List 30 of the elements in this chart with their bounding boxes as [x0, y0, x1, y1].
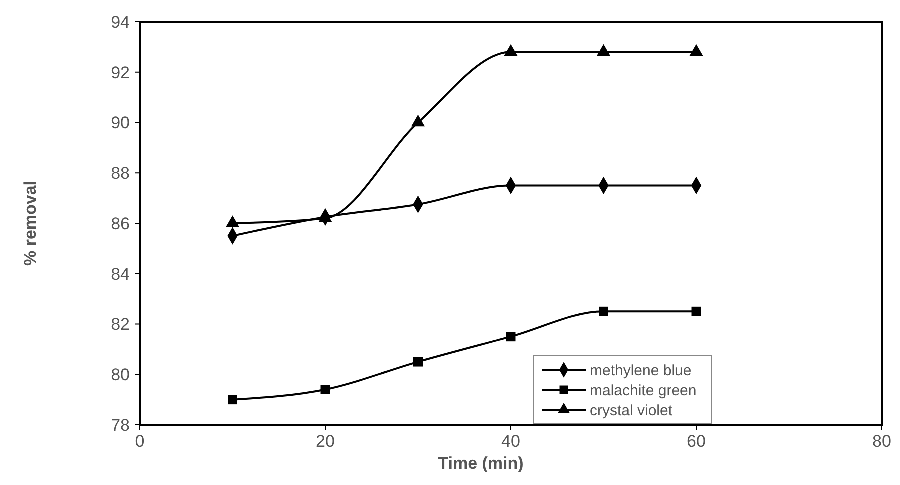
y-tick-label: 86	[111, 214, 130, 234]
point	[320, 384, 330, 394]
x-tick-label: 80	[872, 432, 892, 451]
y-tick-label: 92	[111, 63, 130, 82]
y-tick-label: 82	[111, 315, 130, 334]
legend-label: methylene blue	[590, 362, 692, 380]
point	[506, 332, 516, 342]
legend-label: crystal violet	[590, 402, 674, 420]
x-axis-title: Time (min)	[438, 454, 524, 473]
point	[692, 306, 702, 316]
legend-label: malachite green	[590, 382, 697, 400]
y-axis-title: % removal	[21, 180, 40, 266]
y-tick-label: 84	[111, 264, 130, 284]
y-tick-label: 90	[111, 114, 130, 133]
y-tick-label: 88	[111, 164, 130, 184]
point	[504, 44, 518, 56]
point	[226, 216, 240, 228]
point	[599, 306, 608, 316]
x-tick-label: 0	[135, 432, 145, 451]
x-tick-label: 20	[316, 432, 335, 451]
y-tick-label: 80	[111, 366, 130, 385]
point	[411, 114, 426, 127]
x-tick-label: 40	[502, 432, 520, 451]
point	[690, 44, 704, 56]
y-tick-label: 78	[111, 416, 130, 435]
y-tick-label: 94	[111, 12, 130, 32]
point	[228, 395, 238, 405]
x-tick-label: 60	[687, 432, 706, 451]
point	[596, 44, 611, 56]
point	[414, 357, 423, 367]
